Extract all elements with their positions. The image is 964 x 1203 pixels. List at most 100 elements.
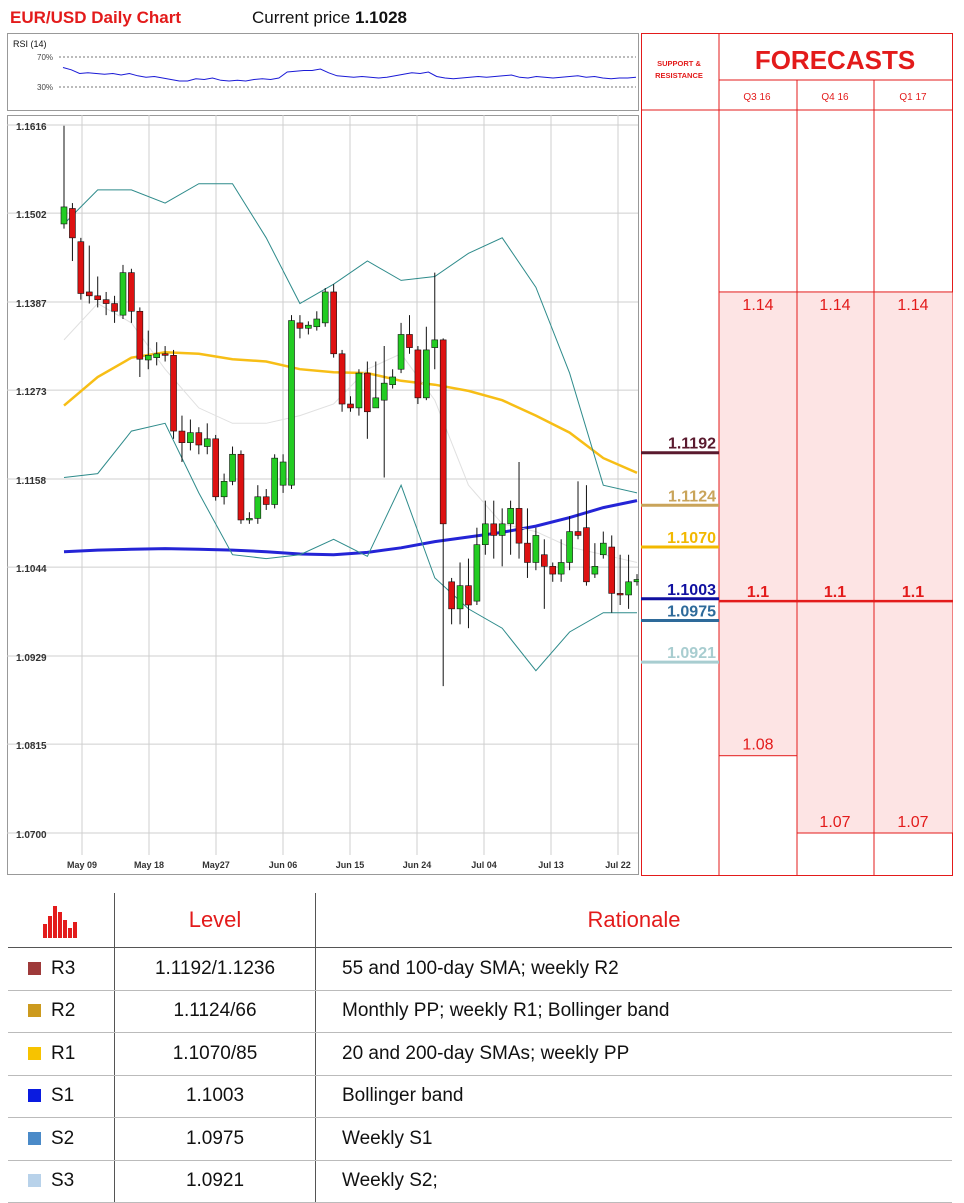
candle [541,539,548,609]
candle-body [473,544,481,602]
candle [128,268,135,323]
candle [431,272,439,370]
candle-body [456,585,464,610]
candle [305,321,312,335]
candle-body [246,518,253,521]
chart-grid [7,115,638,855]
candle-body [414,349,422,399]
level-swatch [28,1046,41,1060]
level-value: 1.1070/85 [114,1032,316,1076]
y-tick-label: 1.1502 [16,210,47,221]
forecast-mid-label: 1.1 [747,584,769,601]
level-code-cell: R2 [8,990,115,1033]
candle-body [60,206,68,225]
price-label: Current price [252,8,351,27]
candle-body [338,353,346,405]
level-rationale: Monthly PP; weekly R1; Bollinger band [315,990,952,1033]
candle [414,346,422,405]
x-tick-label: May 18 [134,860,164,870]
candle-body [94,295,102,300]
x-tick-label: Jul 04 [471,860,497,870]
candle [355,369,363,416]
forecast-mid-label: 1.1 [902,584,924,601]
table-row: R1 1.1070/85 20 and 200-day SMAs; weekly P… [8,1032,952,1076]
candle [153,342,160,366]
price-value: 1.1028 [355,8,407,27]
x-tick-label: Jul 13 [538,860,564,870]
candle [94,276,102,308]
candle [507,500,514,555]
levels-table: Level Rationale R3 1.1192/1.1236 55 and 10… [8,893,952,1203]
candle-body [102,299,110,304]
candle [60,125,68,229]
series-bollinger-lower [63,422,637,672]
candle-body [178,430,186,443]
candle [389,369,396,389]
table-row: S2 1.0975 Weekly S1 [8,1117,952,1161]
candle-body [220,481,228,498]
table-row: R3 1.1192/1.1236 55 and 100-day SMA; weekl… [8,947,952,991]
quarter-q3-16: Q3 16 [743,92,771,103]
level-code: R3 [51,957,76,979]
candle [102,291,110,316]
level-rationale: Weekly S2; [315,1160,952,1203]
candle [69,203,76,262]
candle [296,315,304,339]
candle [633,574,639,586]
candle-body [448,581,455,610]
sr-header-line1: SUPPORT & [657,59,701,68]
forecast-panel: SUPPORT & RESISTANCE FORECASTS Q3 16 Q4 … [641,33,953,876]
candle-body [237,453,245,521]
candle [591,543,599,578]
candle-body [330,291,337,355]
candle-body [574,531,582,536]
rsi-label: RSI (14) [13,39,47,49]
candle [498,508,506,567]
level-code-cell: S2 [8,1117,115,1161]
candle [465,558,472,629]
candle [144,330,152,370]
candle-body [77,241,85,294]
y-tick-label: 1.0700 [16,830,47,841]
level-value: 1.0975 [114,1117,316,1161]
bars-icon-cell [8,893,115,948]
forecast-mid-label: 1.1 [824,584,846,601]
candle [229,446,236,486]
candle-body [549,566,557,575]
candle [473,527,481,605]
table-row: S3 1.0921 Weekly S2; [8,1160,952,1203]
candle-body [136,310,144,360]
level-header: Level [114,893,316,948]
x-tick-label: Jun 15 [336,860,365,870]
x-tick-label: Jul 22 [605,860,631,870]
candle [271,454,278,509]
candle [119,264,127,320]
candle-body [557,562,565,575]
candle-body [229,453,236,482]
level-code: S2 [51,1127,75,1149]
candle-body [532,535,540,563]
candle [599,531,607,559]
candle-body [591,566,599,575]
candle-body [254,496,262,519]
y-tick-label: 1.1387 [16,299,47,310]
candle-body [633,579,639,583]
candle-body [364,372,371,413]
rsi-line [62,67,637,82]
series-bollinger-upper [63,183,638,494]
level-code-cell: R3 [8,947,115,991]
candle-body [389,376,396,386]
x-tick-label: May 09 [67,860,97,870]
level-rationale: 55 and 100-day SMA; weekly R2 [315,947,952,991]
candle-body [69,208,76,239]
sr-label: 1.1003 [667,582,716,599]
forecast-range-1 [796,291,875,834]
series-sma-20 [63,302,638,563]
bar-chart-icon [43,902,79,938]
candle [364,361,371,439]
current-price: Current price 1.1028 [252,8,407,28]
candle-body [397,334,405,370]
forecasts-title: FORECASTS [755,45,915,75]
level-code-cell: R1 [8,1032,115,1076]
candle [549,562,557,582]
